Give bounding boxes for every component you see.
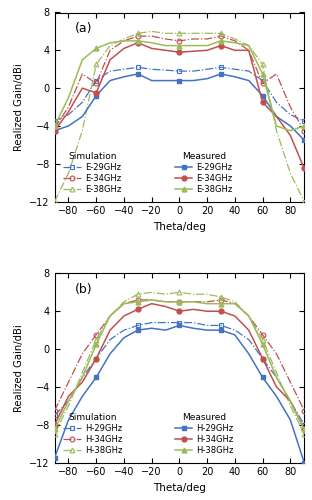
Legend: H-29GHz, H-34GHz, H-38GHz: H-29GHz, H-34GHz, H-38GHz bbox=[173, 411, 235, 457]
Text: (a): (a) bbox=[75, 22, 92, 35]
X-axis label: Theta/deg: Theta/deg bbox=[153, 483, 206, 493]
X-axis label: Theta/deg: Theta/deg bbox=[153, 222, 206, 232]
Y-axis label: Realized Gain/dBi: Realized Gain/dBi bbox=[14, 63, 24, 151]
Legend: E-29GHz, E-34GHz, E-38GHz: E-29GHz, E-34GHz, E-38GHz bbox=[173, 150, 234, 196]
Y-axis label: Realized Gain/dBi: Realized Gain/dBi bbox=[14, 324, 24, 412]
Text: (b): (b) bbox=[75, 283, 92, 296]
